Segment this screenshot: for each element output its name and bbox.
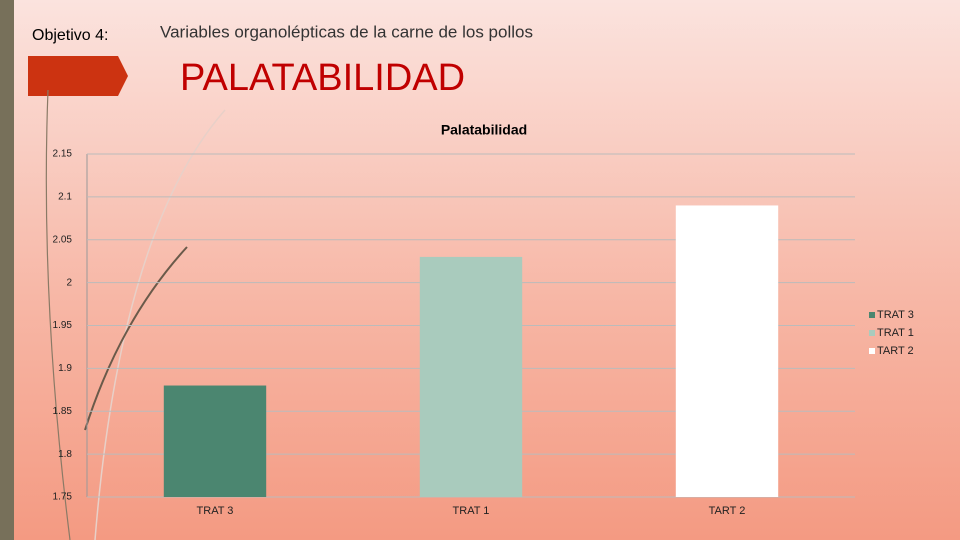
decor-line: [84, 246, 188, 431]
y-tick-label: 2: [66, 277, 72, 288]
y-tick-label: 1.75: [53, 492, 73, 503]
bar: [675, 205, 779, 497]
legend-swatch: [869, 312, 875, 318]
decor-line: [94, 109, 226, 540]
side-strip: [0, 0, 14, 540]
y-tick-label: 2.05: [53, 234, 73, 245]
arrow-shape: [28, 56, 128, 96]
bar: [419, 256, 523, 497]
decor-line: [45, 89, 71, 540]
y-tick-label: 1.85: [53, 406, 73, 417]
slide-title: PALATABILIDAD: [180, 57, 465, 99]
y-tick-label: 1.9: [58, 363, 72, 374]
bar: [163, 385, 267, 497]
legend-swatch: [869, 348, 875, 354]
legend-label: TRAT 1: [877, 327, 914, 339]
chart-title: Palatabilidad: [441, 122, 527, 138]
legend-swatch: [869, 330, 875, 336]
y-tick-label: 1.95: [53, 320, 73, 331]
x-tick-label: TRAT 1: [453, 505, 490, 517]
x-tick-label: TART 2: [709, 505, 746, 517]
y-tick-label: 2.1: [58, 192, 72, 203]
legend-label: TRAT 3: [877, 309, 914, 321]
objective-label: Objetivo 4:: [32, 27, 108, 44]
x-tick-label: TRAT 3: [197, 505, 234, 517]
legend-label: TART 2: [877, 345, 914, 357]
y-tick-label: 1.8: [58, 449, 72, 460]
slide-subtitle: Variables organolépticas de la carne de …: [160, 22, 533, 41]
y-tick-label: 2.15: [53, 149, 73, 160]
